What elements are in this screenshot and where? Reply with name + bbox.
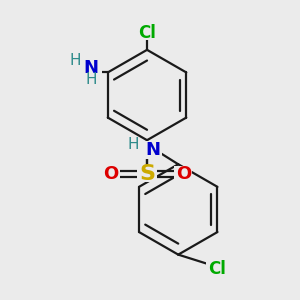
FancyBboxPatch shape	[66, 58, 102, 84]
Text: Cl: Cl	[138, 25, 156, 43]
FancyBboxPatch shape	[136, 27, 158, 40]
Text: H: H	[85, 72, 97, 87]
FancyBboxPatch shape	[137, 166, 157, 182]
FancyBboxPatch shape	[102, 166, 120, 181]
Text: O: O	[103, 165, 118, 183]
Text: H: H	[127, 136, 139, 152]
Text: H: H	[69, 53, 81, 68]
FancyBboxPatch shape	[174, 166, 192, 181]
FancyBboxPatch shape	[132, 141, 162, 159]
Text: Cl: Cl	[208, 260, 226, 278]
Text: N: N	[84, 59, 99, 77]
Text: N: N	[145, 141, 160, 159]
FancyBboxPatch shape	[206, 262, 230, 276]
Text: O: O	[176, 165, 191, 183]
Text: S: S	[139, 164, 155, 184]
